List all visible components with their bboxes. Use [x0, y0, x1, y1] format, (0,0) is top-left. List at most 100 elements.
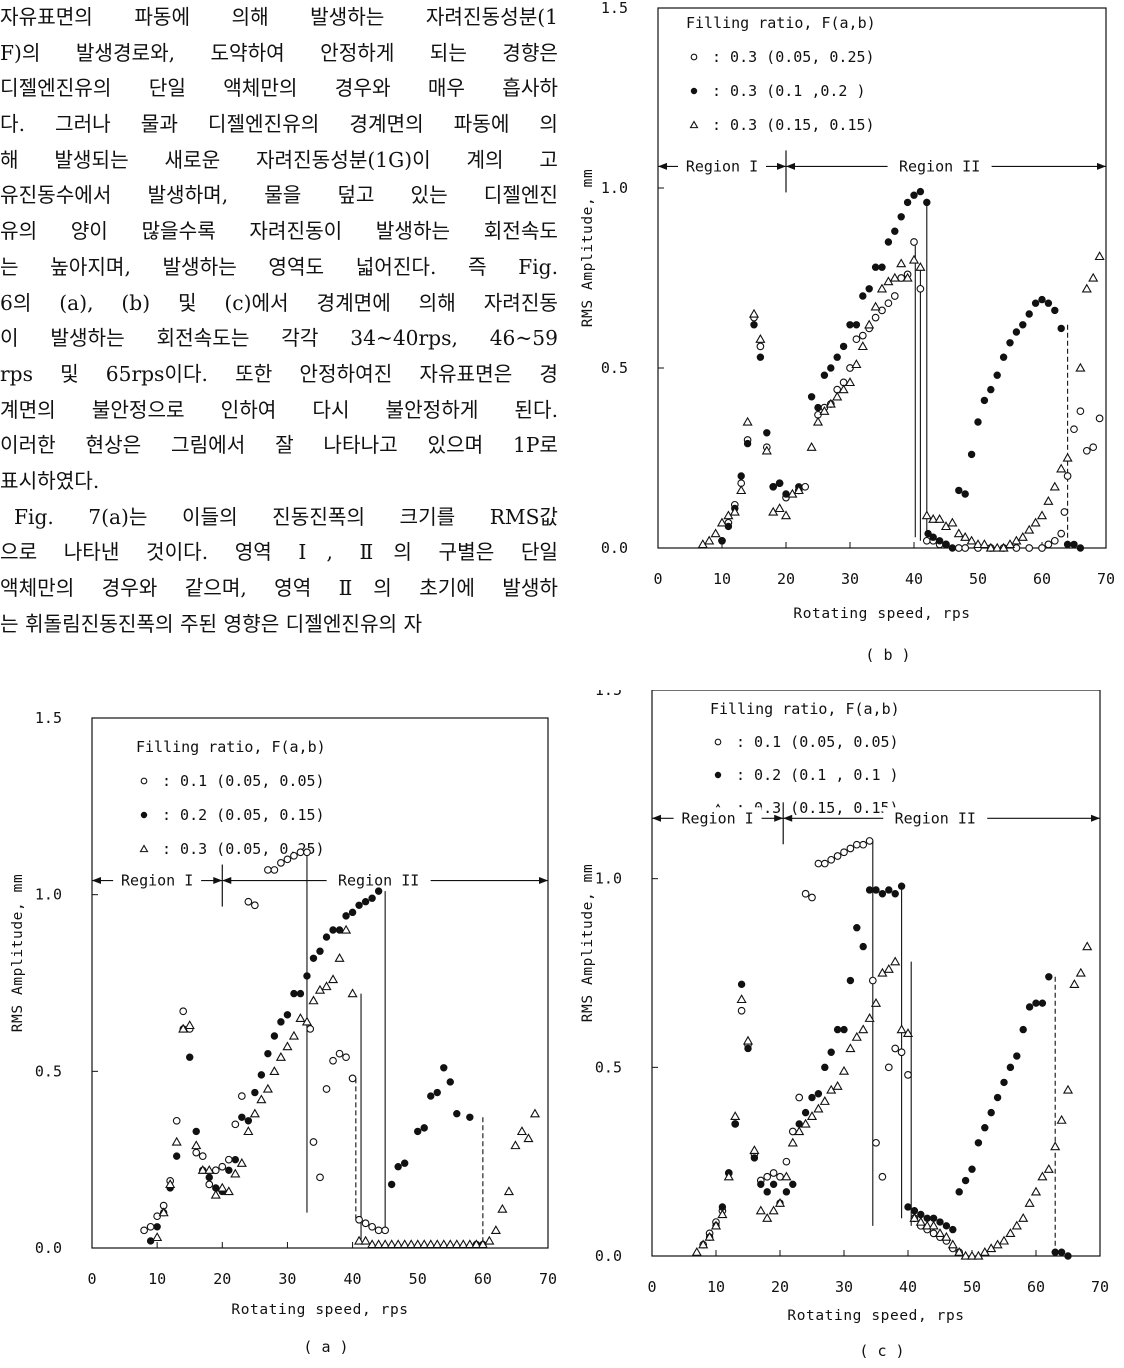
data-point: [876, 283, 888, 293]
text-line: 액체만의 경우와 같으며, 영역 Ⅱ의 초기에 발생하: [0, 576, 558, 600]
data-point: [748, 308, 760, 318]
data-point: [808, 1093, 816, 1102]
region-label-bg: [883, 807, 988, 830]
x-tick-label: 20: [771, 1278, 789, 1296]
data-point: [968, 1165, 976, 1173]
chart-a: 0 10 20 30 40 50 60 70 0.0 0.5 1.0 1.5 Rotating spee…: [10, 709, 557, 1356]
data-point: [960, 1250, 971, 1260]
data-point: [1006, 1063, 1015, 1072]
data-point: [1044, 299, 1053, 307]
text-line: F)의 발생경로와, 도약하여 안정하게 되는 경향은: [0, 40, 558, 65]
data-point: [987, 385, 995, 394]
data-point: [942, 1222, 951, 1230]
arrow-head: [213, 877, 223, 885]
data-point: [985, 542, 996, 552]
data-point: [1057, 324, 1065, 333]
data-point: [205, 1173, 213, 1182]
data-point: [807, 393, 816, 401]
data-point: [917, 1210, 925, 1219]
data-point: [955, 486, 963, 495]
data-point: [243, 1126, 254, 1136]
data-point: [921, 510, 932, 520]
data-point: [795, 1093, 804, 1102]
data-point: [737, 980, 746, 989]
data-point: [237, 1092, 246, 1100]
data-point: [1030, 517, 1041, 527]
data-point: [1038, 295, 1046, 304]
x-tick-label: 0: [647, 1278, 656, 1296]
data-point: [367, 1239, 378, 1249]
data-point: [361, 1219, 370, 1228]
data-point: [698, 1239, 709, 1249]
data-point: [859, 292, 867, 300]
data-point: [342, 1053, 350, 1062]
data-point: [192, 1127, 200, 1136]
data-point: [368, 894, 376, 902]
data-point: [846, 321, 854, 329]
data-point: [868, 976, 877, 985]
x-tick-label: 70: [539, 1270, 557, 1288]
data-point: [400, 1159, 409, 1167]
legend-label: : 0.3 (0.15, 0.15): [712, 116, 875, 134]
legend-title: Filling ratio, F(a,b): [686, 14, 876, 32]
data-point: [832, 1080, 843, 1090]
data-point: [960, 531, 971, 541]
data-point: [380, 1239, 391, 1249]
data-point: [749, 1145, 760, 1154]
data-point: [903, 198, 912, 207]
data-point: [251, 1088, 259, 1097]
data-point: [936, 1218, 944, 1226]
data-point: [915, 261, 926, 271]
data-point: [827, 855, 836, 864]
text-line: 표시하였다.: [0, 468, 100, 493]
data-point: [864, 1013, 875, 1022]
data-point: [1057, 1248, 1066, 1256]
data-point: [954, 544, 963, 552]
axis-ticks: 0 10 20 30 40 50 60 70 0.0 0.5 1.0 1.5: [35, 709, 557, 1288]
data-point: [1005, 1228, 1016, 1238]
data-point: [704, 1231, 715, 1241]
data-point: [1031, 299, 1040, 307]
x-tick-label: 20: [777, 570, 795, 588]
region-2-label: Region II: [899, 157, 980, 175]
data-point: [948, 544, 957, 552]
data-point: [238, 1113, 246, 1121]
x-tick-label: 60: [1033, 570, 1051, 588]
data-point: [231, 1155, 240, 1164]
data-point: [993, 1093, 1002, 1102]
text-line: 6의 (a), (b) 및 (c)에서 경계면에 의해 자려진동: [0, 290, 558, 315]
data-point: [453, 1110, 461, 1118]
data-point: [374, 1226, 383, 1235]
data-point: [942, 540, 950, 549]
data-point: [840, 848, 848, 857]
data-point: [789, 1180, 797, 1189]
data-point: [833, 1025, 842, 1034]
text-line: 는 휘돌림진동진폭의 주된 영향은 디젤엔진유의 자: [0, 611, 423, 636]
legend-title: Filling ratio, F(a,b): [136, 738, 326, 756]
data-point: [1062, 452, 1073, 462]
region-annotation: Region I Region II: [652, 802, 1100, 845]
data-point: [244, 897, 253, 906]
data-point: [776, 1172, 784, 1181]
x-tick-label: 70: [1097, 570, 1115, 588]
data-point: [1037, 1171, 1048, 1181]
data-point: [845, 1043, 856, 1053]
data-point: [153, 1223, 161, 1231]
data-point: [974, 418, 982, 426]
data-point: [896, 258, 907, 268]
legend-marker: [690, 53, 698, 61]
data-point: [813, 1103, 824, 1113]
data-point: [309, 954, 318, 962]
data-point: [929, 1229, 938, 1238]
data-point: [742, 416, 753, 426]
legend-label: : 0.3 (0.05, 0.25): [162, 840, 325, 858]
data-point: [910, 191, 918, 199]
data-point: [763, 1172, 772, 1181]
axis-ticks: 0 10 20 30 40 50 60 70 0.0 0.5 1.0 1.5: [601, 0, 1115, 588]
data-point: [884, 1063, 893, 1072]
region-1-label: Region I: [686, 157, 758, 175]
data-point: [769, 1169, 778, 1177]
data-point: [755, 1205, 766, 1215]
data-point: [755, 333, 766, 343]
data-point: [361, 898, 370, 906]
